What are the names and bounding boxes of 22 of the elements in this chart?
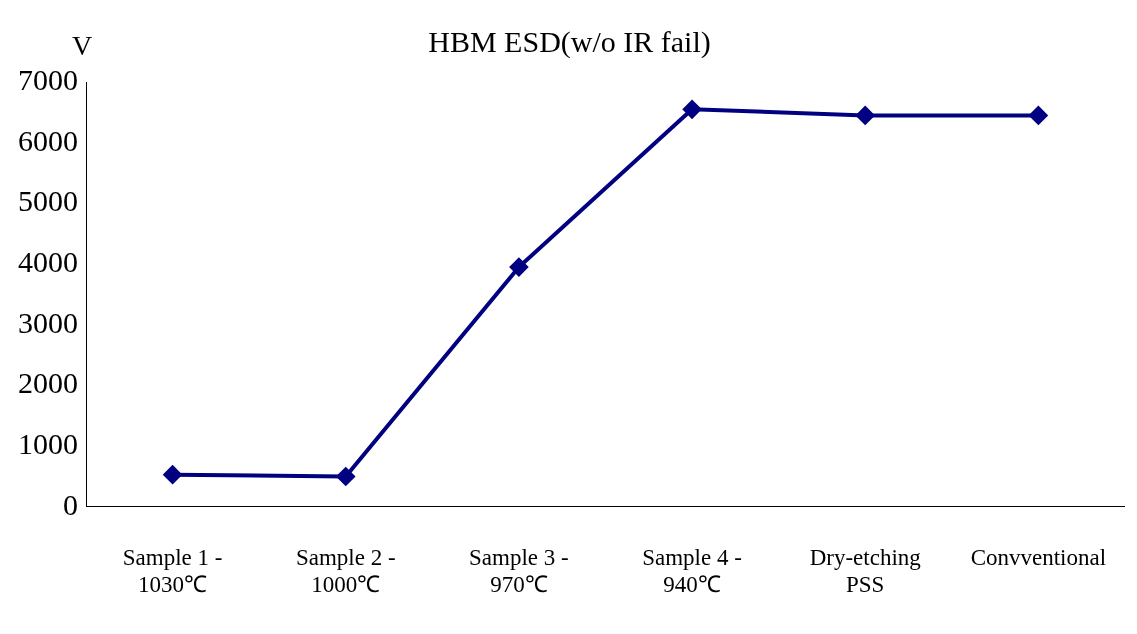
- y-axis-title: V: [71, 30, 93, 62]
- y-tick-label: 7000: [18, 62, 78, 96]
- point: [163, 465, 182, 484]
- y-tick-label: 3000: [18, 305, 78, 339]
- y-tick-label: 0: [63, 487, 78, 521]
- y-tick-label: 1000: [18, 426, 78, 460]
- point: [509, 258, 528, 277]
- point: [683, 100, 702, 119]
- point: [336, 467, 355, 486]
- y-tick-label: 2000: [18, 366, 78, 400]
- y-tick-label: 5000: [18, 184, 78, 218]
- x-tick-label: Dry-etching PSS: [809, 544, 922, 598]
- point: [856, 106, 875, 125]
- x-tick-label: Sample 4 - 940℃: [642, 544, 742, 598]
- x-tick-label: Sample 1 - 1030℃: [122, 544, 223, 598]
- chart-title: HBM ESD(w/o IR fail): [428, 24, 711, 59]
- y-tick-label: 4000: [18, 244, 78, 278]
- x-tick-label: Convventional: [970, 544, 1107, 570]
- x-tick-label: Sample 3 - 970℃: [469, 544, 569, 598]
- point: [1029, 106, 1048, 125]
- x-tick-label: Sample 2 - 1000℃: [295, 544, 396, 598]
- y-tick-label: 6000: [18, 123, 78, 157]
